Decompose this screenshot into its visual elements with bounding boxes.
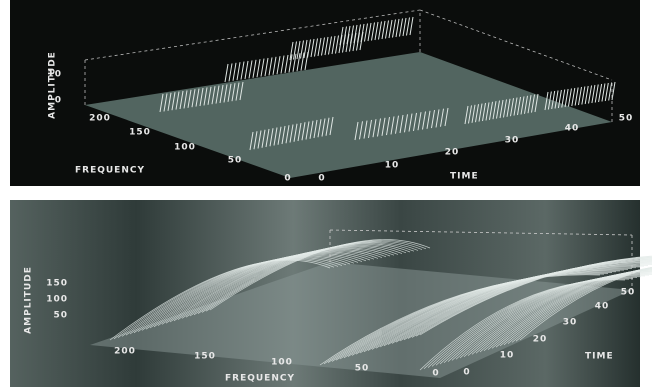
amplitude-title: AMPLITUDE xyxy=(24,266,34,334)
time-tick: 20 xyxy=(445,148,460,158)
page: AMPLITUDE 10 0 FREQUENCY TIME AMPLITUDE … xyxy=(0,0,652,387)
time-tick: 30 xyxy=(563,318,578,328)
figure: AMPLITUDE 10 0 FREQUENCY TIME AMPLITUDE … xyxy=(0,0,652,387)
time-tick: 50 xyxy=(621,288,636,298)
frequency-tick: 50 xyxy=(228,156,243,166)
time-tick: 0 xyxy=(318,174,325,184)
frequency-tick: 150 xyxy=(129,128,151,138)
amplitude-title: AMPLITUDE xyxy=(48,51,58,119)
frequency-tick: 50 xyxy=(355,364,370,374)
frequency-tick: 200 xyxy=(114,347,136,357)
time-tick: 10 xyxy=(385,161,400,171)
frequency-tick: 150 xyxy=(194,352,216,362)
amplitude-tick: 0 xyxy=(55,96,62,106)
time-tick: 0 xyxy=(463,368,470,378)
time-tick: 30 xyxy=(505,136,520,146)
time-tick: 20 xyxy=(533,335,548,345)
amplitude-tick: 150 xyxy=(46,279,68,289)
time-tick: 10 xyxy=(500,351,515,361)
frequency-tick: 0 xyxy=(432,369,439,379)
frequency-tick: 0 xyxy=(284,174,291,184)
amplitude-tick: 10 xyxy=(47,70,62,80)
time-title: TIME xyxy=(450,172,479,182)
frequency-tick: 100 xyxy=(174,143,196,153)
time-title: TIME xyxy=(585,352,614,362)
frequency-tick: 100 xyxy=(271,358,293,368)
time-tick: 50 xyxy=(619,114,634,124)
amplitude-tick: 100 xyxy=(46,295,68,305)
amplitude-tick: 50 xyxy=(53,311,68,321)
frequency-title: FREQUENCY xyxy=(225,374,295,384)
frequency-tick: 200 xyxy=(89,114,111,124)
time-tick: 40 xyxy=(565,124,580,134)
time-tick: 40 xyxy=(595,302,610,312)
frequency-title: FREQUENCY xyxy=(75,166,145,176)
